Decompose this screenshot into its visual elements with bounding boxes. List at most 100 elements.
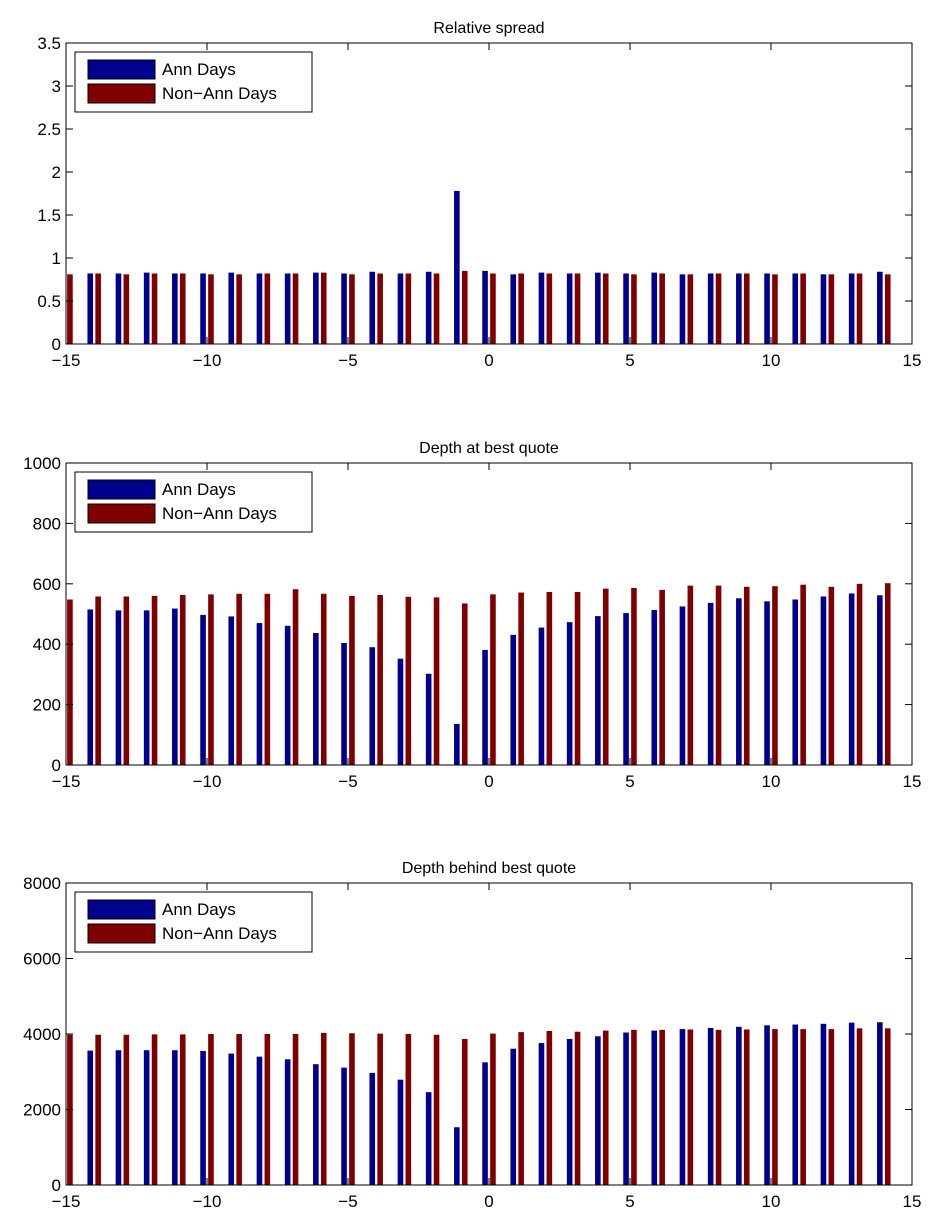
- bar-ann-7: [679, 606, 686, 765]
- bar-non-ann--9: [236, 593, 242, 765]
- bar-non-ann-7: [687, 585, 694, 765]
- x-tick-label: −5: [338, 351, 357, 370]
- x-tick-label: 15: [903, 351, 922, 370]
- bar-ann-2: [538, 627, 545, 765]
- bar-ann-9: [736, 273, 742, 344]
- bar-non-ann-1: [518, 1032, 524, 1185]
- bar-non-ann--11: [179, 594, 186, 765]
- bar-non-ann-12: [828, 586, 835, 765]
- bar-non-ann--6: [320, 1032, 327, 1185]
- bar-ann-0: [482, 270, 488, 344]
- bar-ann-11: [792, 1024, 799, 1185]
- bar-ann-8: [707, 602, 714, 765]
- bar-ann-0: [482, 1062, 488, 1185]
- bar-non-ann-13: [856, 1028, 863, 1185]
- y-tick-label: 400: [33, 635, 61, 654]
- bar-ann--9: [228, 1053, 235, 1185]
- bar-ann-3: [566, 622, 573, 765]
- bar-ann-11: [792, 273, 799, 344]
- legend-swatch-non-ann: [87, 83, 156, 104]
- y-tick-label: 2: [52, 163, 61, 182]
- x-tick-label: −15: [52, 772, 81, 791]
- legend: Ann Days Non−Ann Days: [74, 51, 313, 113]
- bar-non-ann-3: [574, 591, 581, 765]
- legend-label: Ann Days: [162, 60, 236, 79]
- bar-ann-7: [679, 1029, 686, 1185]
- bar-ann--12: [143, 610, 150, 765]
- bar-non-ann-12: [828, 274, 835, 344]
- y-tick-label: 3.5: [37, 34, 61, 53]
- bar-non-ann--15: [67, 274, 73, 344]
- bar-non-ann-5: [631, 1029, 637, 1185]
- bar-ann-14: [877, 1022, 883, 1185]
- x-tick-label: 0: [484, 351, 493, 370]
- bar-non-ann--4: [377, 594, 383, 765]
- bar-non-ann--9: [236, 1034, 242, 1185]
- legend-swatch-non-ann: [87, 923, 156, 944]
- bar-ann--13: [115, 273, 122, 344]
- bar-ann-4: [595, 616, 601, 765]
- chart-title: Depth behind best quote: [402, 860, 576, 877]
- bar-ann--6: [313, 1064, 319, 1185]
- legend: Ann Days Non−Ann Days: [74, 891, 313, 953]
- chart-title: Depth at best quote: [419, 440, 559, 457]
- bar-non-ann-8: [715, 585, 722, 765]
- bar-non-ann-9: [743, 273, 750, 344]
- y-tick-label: 4000: [23, 1025, 61, 1044]
- bar-ann--10: [200, 614, 206, 765]
- bar-ann--14: [87, 1050, 94, 1185]
- bar-non-ann-6: [659, 589, 665, 765]
- x-tick-label: 10: [762, 1192, 781, 1211]
- bar-non-ann-3: [574, 1031, 581, 1185]
- x-tick-label: −5: [338, 1192, 357, 1211]
- bar-non-ann-1: [518, 273, 524, 344]
- bar-non-ann--7: [292, 273, 299, 344]
- bar-non-ann-11: [800, 584, 806, 765]
- bar-non-ann-8: [715, 273, 722, 344]
- x-tick-label: 5: [625, 772, 634, 791]
- bar-ann-2: [538, 272, 545, 344]
- bar-ann-11: [792, 599, 799, 765]
- bar-non-ann--1: [461, 603, 468, 765]
- bar-ann--11: [172, 1050, 178, 1185]
- bar-ann--4: [369, 1072, 376, 1185]
- bar-non-ann-1: [518, 592, 524, 765]
- bar-non-ann--9: [236, 274, 242, 344]
- x-tick-label: 15: [903, 772, 922, 791]
- x-tick-label: −10: [193, 351, 222, 370]
- bar-ann--6: [313, 633, 319, 765]
- bar-non-ann-5: [631, 588, 637, 765]
- bar-ann--2: [425, 673, 432, 765]
- bar-ann-10: [764, 601, 770, 765]
- bar-non-ann--5: [349, 1033, 355, 1185]
- bar-ann--9: [228, 272, 235, 344]
- bar-non-ann-4: [602, 1030, 609, 1185]
- bar-ann-4: [595, 1036, 601, 1185]
- legend-label: Non−Ann Days: [162, 504, 277, 523]
- bar-ann-14: [877, 595, 883, 765]
- bar-non-ann--14: [95, 1034, 101, 1185]
- y-tick-label: 6000: [23, 950, 61, 969]
- bar-ann--6: [313, 272, 319, 344]
- x-tick-label: −15: [52, 351, 81, 370]
- bar-non-ann-11: [800, 1029, 806, 1185]
- bar-ann-7: [679, 274, 686, 344]
- bar-non-ann-3: [574, 273, 581, 344]
- bar-ann--4: [369, 647, 376, 765]
- bar-ann--3: [397, 1079, 404, 1185]
- bar-ann--13: [115, 610, 122, 765]
- bar-ann--5: [341, 1067, 347, 1185]
- y-tick-label: 1.5: [37, 206, 61, 225]
- bar-non-ann-13: [856, 273, 863, 344]
- y-tick-label: 2.5: [37, 120, 61, 139]
- bar-ann-5: [623, 273, 629, 344]
- bar-non-ann--1: [461, 1038, 468, 1185]
- bar-non-ann--10: [208, 594, 214, 765]
- bar-ann-1: [510, 274, 517, 344]
- bar-non-ann-2: [546, 273, 553, 344]
- bar-non-ann--13: [123, 274, 130, 344]
- bar-non-ann--1: [461, 270, 468, 344]
- x-tick-label: −15: [52, 1192, 81, 1211]
- bar-ann-6: [651, 1030, 658, 1185]
